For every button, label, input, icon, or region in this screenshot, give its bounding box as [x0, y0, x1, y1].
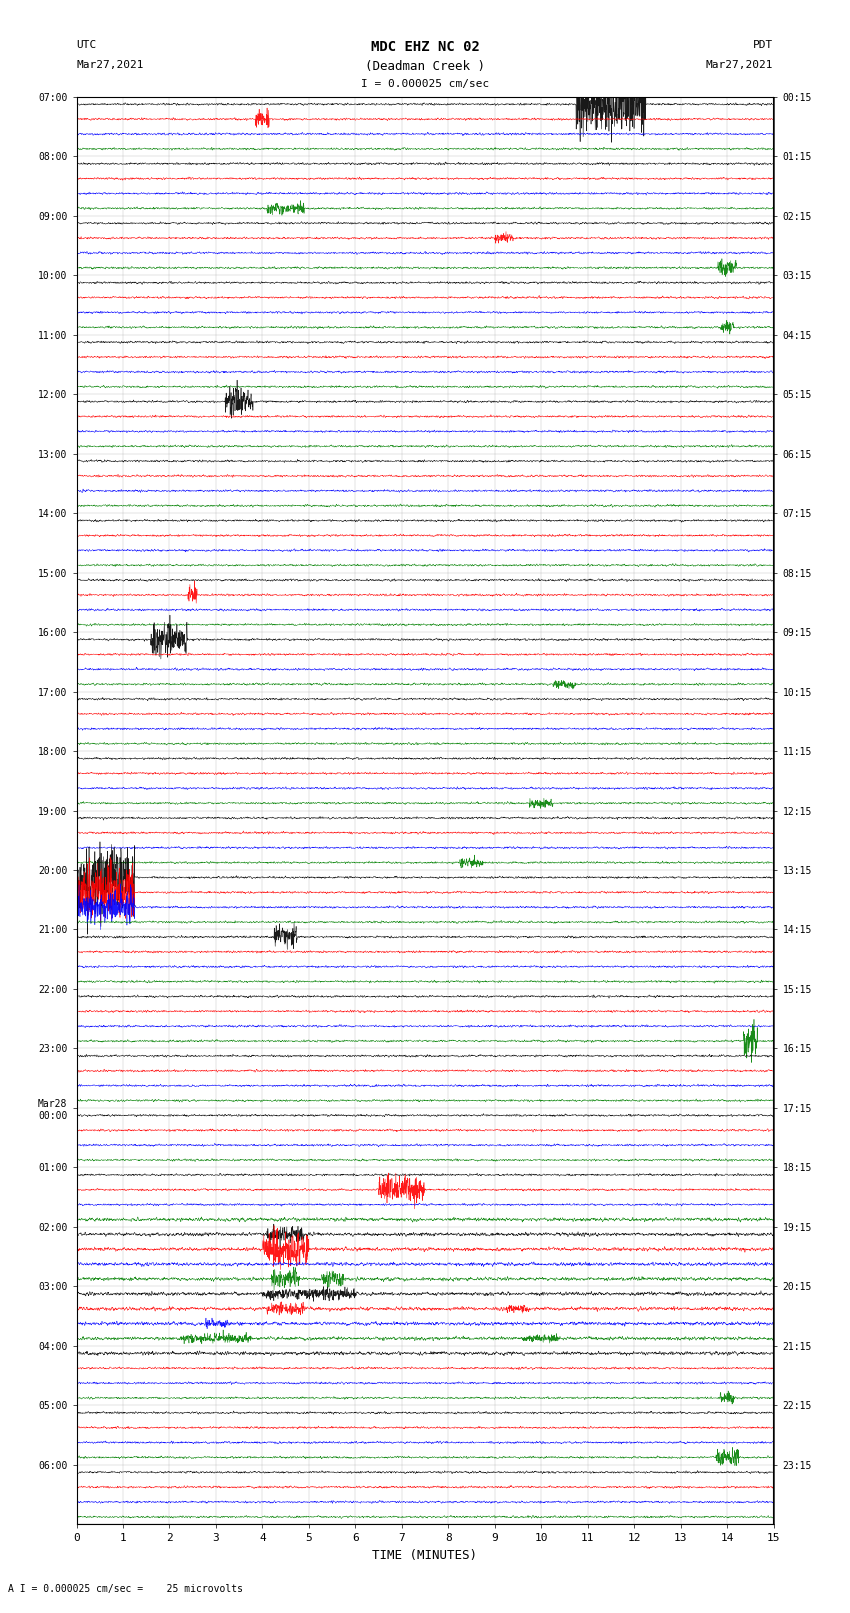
Text: UTC: UTC [76, 40, 97, 50]
Text: I = 0.000025 cm/sec: I = 0.000025 cm/sec [361, 79, 489, 89]
Text: (Deadman Creek ): (Deadman Creek ) [365, 60, 485, 73]
Text: Mar27,2021: Mar27,2021 [706, 60, 774, 69]
Text: A I = 0.000025 cm/sec =    25 microvolts: A I = 0.000025 cm/sec = 25 microvolts [8, 1584, 243, 1594]
X-axis label: TIME (MINUTES): TIME (MINUTES) [372, 1548, 478, 1561]
Text: Mar27,2021: Mar27,2021 [76, 60, 144, 69]
Text: MDC EHZ NC 02: MDC EHZ NC 02 [371, 40, 479, 55]
Text: PDT: PDT [753, 40, 774, 50]
